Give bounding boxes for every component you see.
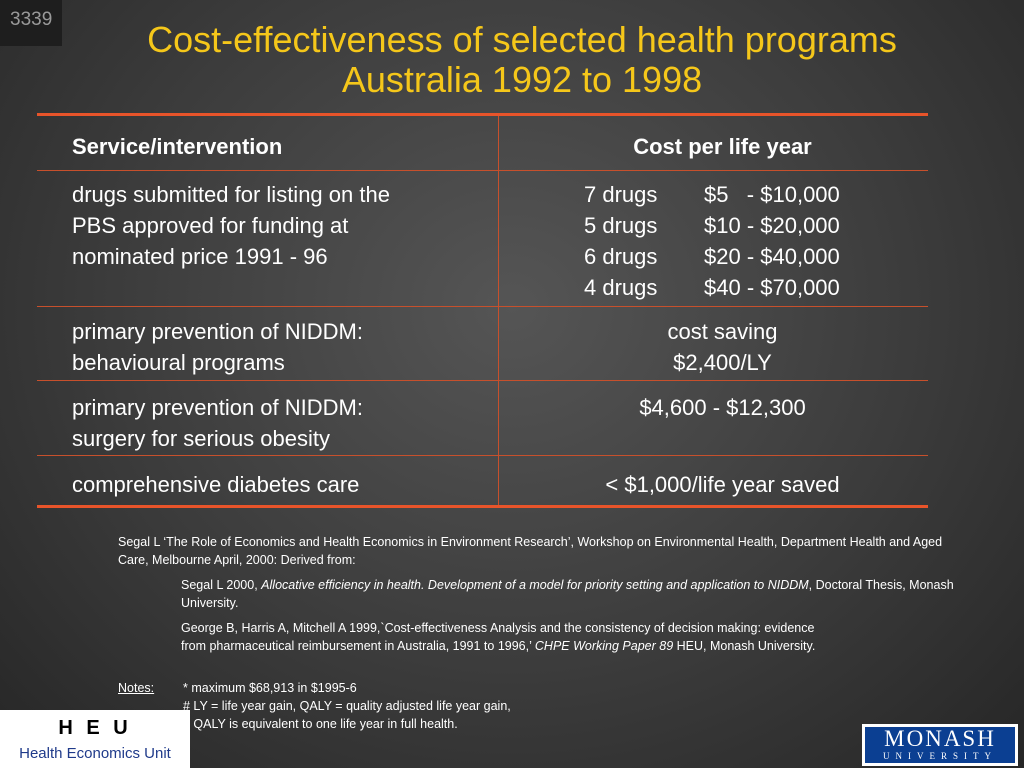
slide-number: 3339 bbox=[0, 0, 62, 46]
drug-cost-range: $20 - $40,000 bbox=[704, 244, 840, 269]
monash-logo: MONASH UNIVERSITY bbox=[862, 724, 1018, 766]
cell-line: $4,600 - $12,300 bbox=[639, 395, 806, 420]
drug-count: 6 drugs bbox=[584, 244, 658, 269]
cell-line: PBS approved for funding at bbox=[72, 213, 349, 238]
column-header-cost: Cost per life year bbox=[633, 134, 812, 159]
notes-label: Notes: bbox=[118, 681, 155, 695]
ref-line: George B, Harris A, Mitchell A 1999,`Cos… bbox=[181, 621, 815, 635]
table-row-divider bbox=[37, 306, 928, 307]
heu-logo-abbr: H E U bbox=[58, 717, 132, 739]
ref-italic-title: Allocative efficiency in health. Develop… bbox=[261, 578, 809, 592]
cell-line: cost saving bbox=[667, 319, 778, 344]
cell-line: surgery for serious obesity bbox=[72, 426, 330, 451]
monash-logo-subtitle: UNIVERSITY bbox=[883, 751, 997, 761]
drug-cost-range: $5 - $10,000 bbox=[704, 182, 840, 207]
reference-1: Segal L 2000, Allocative efficiency in h… bbox=[181, 576, 971, 612]
title-line-2: Australia 1992 to 1998 bbox=[341, 59, 703, 100]
drug-cost-line: 4 drugs $40 - $70,000 bbox=[500, 272, 945, 303]
table-cell-service: primary prevention of NIDDM: behavioural… bbox=[72, 316, 482, 378]
drug-count: 7 drugs bbox=[584, 182, 658, 207]
ref-text: HEU, Monash University. bbox=[673, 639, 816, 653]
monash-logo-wordmark: MONASH bbox=[884, 726, 996, 751]
drug-cost-range: $10 - $20,000 bbox=[704, 213, 840, 238]
cell-line: nominated price 1991 - 96 bbox=[72, 244, 328, 269]
drug-count: 5 drugs bbox=[584, 213, 658, 238]
table-cell-cost: 7 drugs $5 - $10,000 5 drugs $10 - $20,0… bbox=[500, 179, 945, 303]
table-row-divider bbox=[37, 455, 928, 456]
cell-line: primary prevention of NIDDM: bbox=[72, 395, 363, 420]
notes-list: * maximum $68,913 in $1995-6 # LY = life… bbox=[183, 679, 511, 733]
table-row-divider bbox=[37, 380, 928, 381]
note-line: # LY = life year gain, QALY = quality ad… bbox=[183, 699, 511, 713]
table-top-rule bbox=[37, 113, 928, 116]
cell-line: < $1,000/life year saved bbox=[605, 472, 840, 497]
ref-italic-title: CHPE Working Paper 89 bbox=[534, 639, 674, 653]
drug-cost-range: $40 - $70,000 bbox=[704, 275, 840, 300]
title-line-1: Cost-effectiveness of selected health pr… bbox=[147, 19, 897, 60]
drug-cost-line: 5 drugs $10 - $20,000 bbox=[500, 210, 945, 241]
slide-title: Cost-effectiveness of selected health pr… bbox=[0, 20, 1024, 100]
heu-logo: H E U Health Economics Unit bbox=[0, 710, 190, 768]
table-cell-service: comprehensive diabetes care bbox=[72, 469, 482, 500]
cell-line: $2,400/LY bbox=[673, 350, 772, 375]
cell-line: comprehensive diabetes care bbox=[72, 472, 360, 497]
cell-line: primary prevention of NIDDM: bbox=[72, 319, 363, 344]
note-line: 1 QALY is equivalent to one life year in… bbox=[183, 717, 458, 731]
drug-cost-line: 7 drugs $5 - $10,000 bbox=[500, 179, 945, 210]
drug-count: 4 drugs bbox=[584, 275, 658, 300]
table-bottom-rule bbox=[37, 505, 928, 508]
ref-line: from pharmaceutical reimbursement in Aus… bbox=[181, 637, 971, 655]
cell-line: behavioural programs bbox=[72, 350, 285, 375]
monash-logo-panel: MONASH UNIVERSITY bbox=[865, 727, 1015, 763]
table-cell-service: drugs submitted for listing on the PBS a… bbox=[72, 179, 482, 272]
reference-2: George B, Harris A, Mitchell A 1999,`Cos… bbox=[181, 619, 971, 655]
column-header-service: Service/intervention bbox=[72, 134, 283, 159]
heu-logo-name: Health Economics Unit bbox=[19, 745, 171, 762]
cell-line: drugs submitted for listing on the bbox=[72, 182, 390, 207]
table-cell-cost: $4,600 - $12,300 bbox=[500, 392, 945, 423]
table-cell-service: primary prevention of NIDDM: surgery for… bbox=[72, 392, 482, 454]
table-column-divider bbox=[498, 116, 499, 505]
source-citation: Segal L ‘The Role of Economics and Healt… bbox=[118, 535, 943, 567]
note-line: * maximum $68,913 in $1995-6 bbox=[183, 681, 357, 695]
table-cell-cost: cost saving $2,400/LY bbox=[500, 316, 945, 378]
ref-text: from pharmaceutical reimbursement in Aus… bbox=[181, 639, 535, 653]
drug-cost-line: 6 drugs $20 - $40,000 bbox=[500, 241, 945, 272]
ref-text: , Doctoral Thesis, Monash University. bbox=[181, 578, 954, 610]
table-cell-cost: < $1,000/life year saved bbox=[500, 469, 945, 500]
ref-text: Segal L 2000, bbox=[181, 578, 262, 592]
table-header-divider bbox=[37, 170, 928, 171]
